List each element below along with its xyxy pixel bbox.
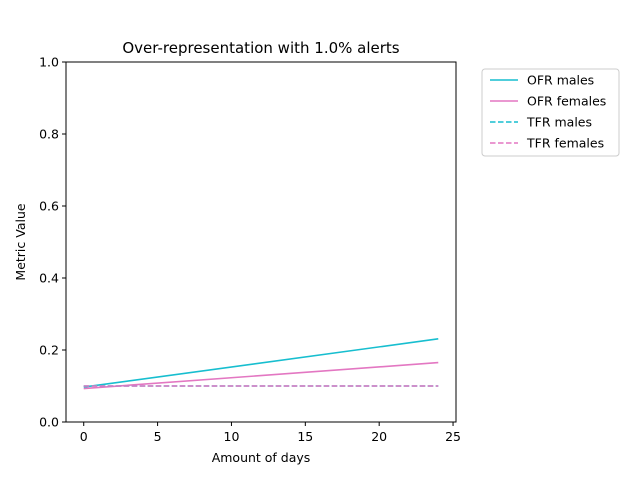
legend-label: TFR females bbox=[526, 136, 604, 151]
series-line-ofr-males bbox=[83, 338, 439, 388]
y-axis-title: Metric Value bbox=[13, 203, 28, 280]
y-tick-label: 0.4 bbox=[39, 271, 59, 286]
y-tick-label: 1.0 bbox=[39, 55, 59, 70]
y-tick-label: 0.2 bbox=[39, 343, 59, 358]
legend-label: OFR males bbox=[527, 73, 594, 88]
y-tick-label: 0.8 bbox=[39, 127, 59, 142]
plot-area bbox=[83, 338, 439, 390]
y-tick-label: 0.6 bbox=[39, 199, 59, 214]
legend-label: OFR females bbox=[527, 94, 606, 109]
axis-ticks: 0 5 10 15 20 25 0.0 0.2 0.4 0.6 0.8 1.0 bbox=[39, 55, 461, 445]
x-tick-label: 0 bbox=[80, 429, 88, 444]
chart-title: Over-representation with 1.0% alerts bbox=[122, 39, 399, 57]
legend-label: TFR males bbox=[526, 115, 592, 130]
legend: OFR males OFR females TFR males TFR females bbox=[481, 68, 620, 157]
x-tick-label: 20 bbox=[371, 429, 387, 444]
x-axis-title: Amount of days bbox=[212, 450, 311, 465]
x-tick-label: 10 bbox=[224, 429, 240, 444]
x-tick-label: 25 bbox=[445, 429, 461, 444]
x-tick-label: 15 bbox=[297, 429, 313, 444]
x-tick-label: 5 bbox=[154, 429, 162, 444]
series-line-ofr-females bbox=[83, 361, 439, 390]
axes-frame bbox=[65, 61, 457, 423]
y-tick-label: 0.0 bbox=[39, 415, 59, 430]
legend-box bbox=[481, 68, 620, 157]
